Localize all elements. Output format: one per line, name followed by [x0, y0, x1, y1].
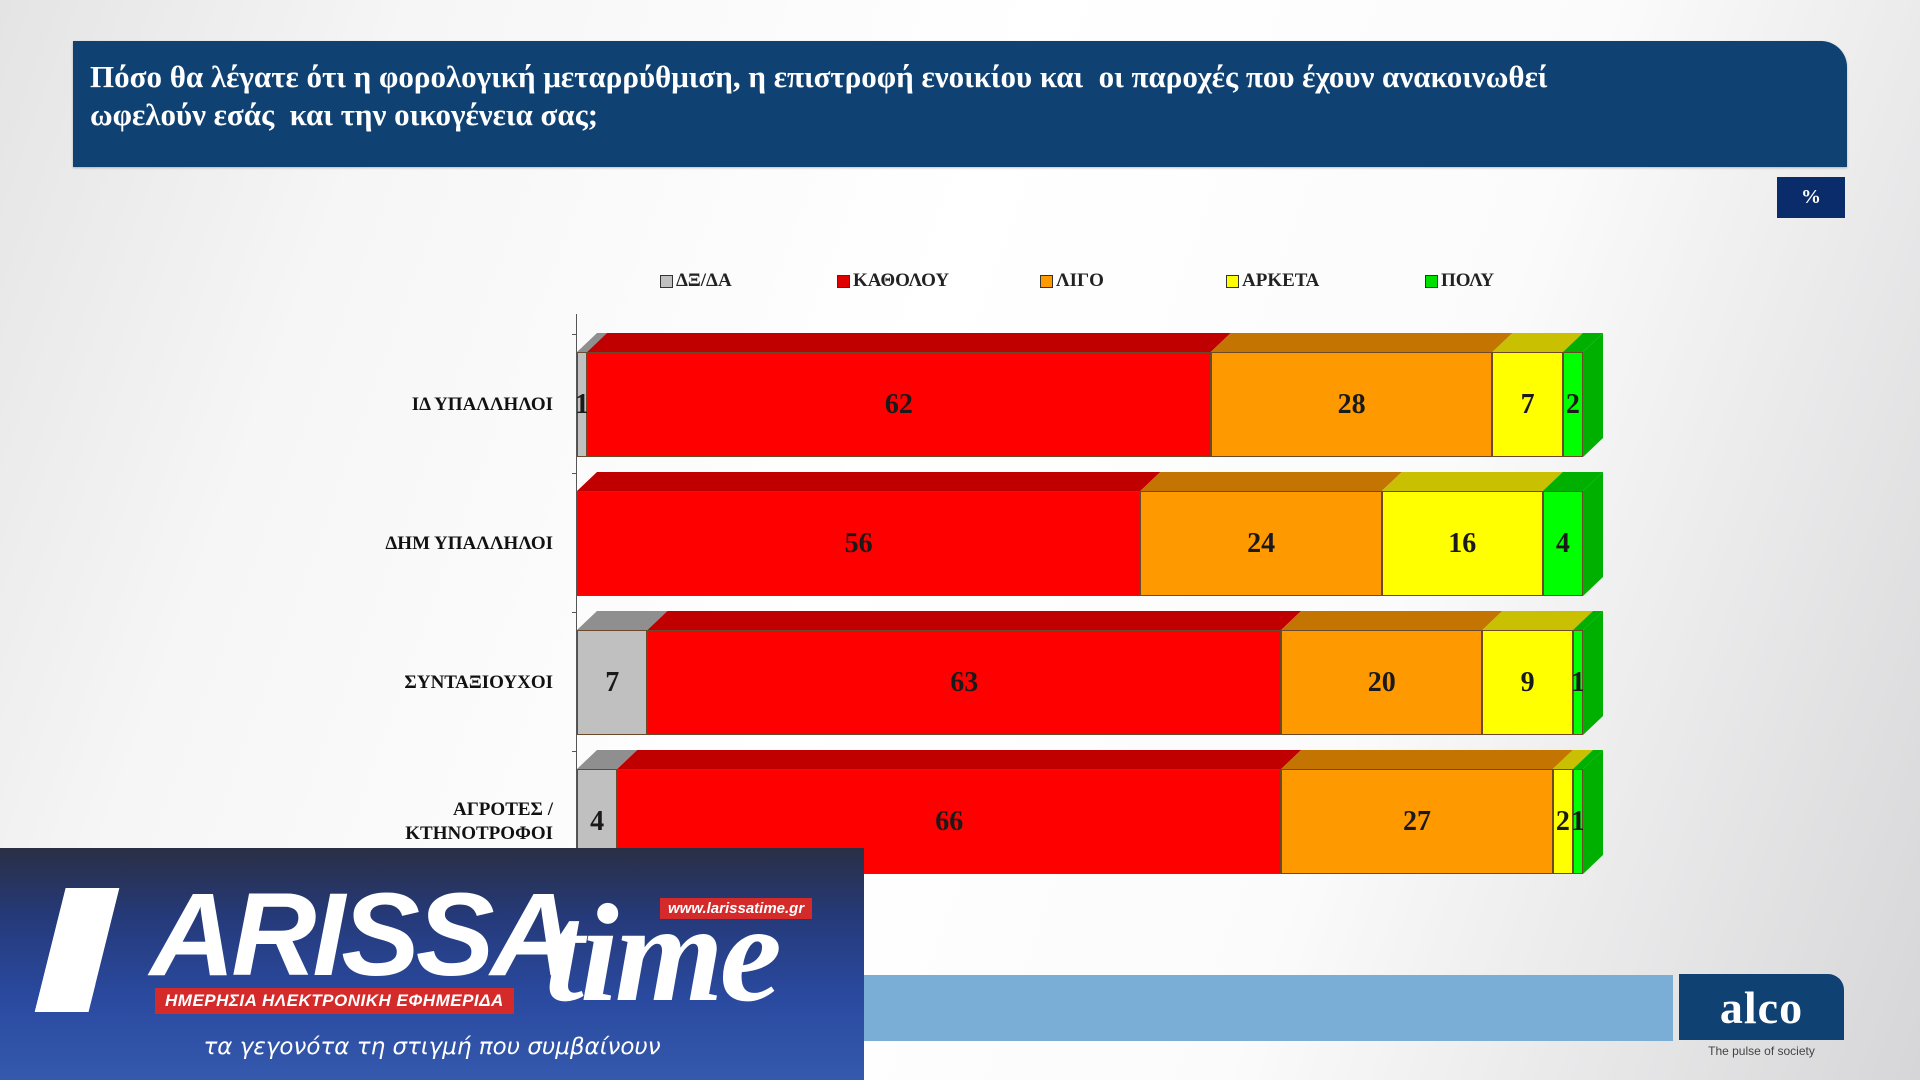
bar-segment-side — [1583, 750, 1603, 874]
bar-segment-side — [1583, 611, 1603, 735]
category-label: ΑΓΡΟΤΕΣ / ΚΤΗΝΟΤΡΟΦΟΙ — [405, 798, 553, 844]
bar-segment-top — [1281, 750, 1573, 769]
data-label: 24 — [1247, 527, 1276, 559]
data-label: 1 — [1570, 666, 1585, 698]
bar-segment: 16 — [1381, 491, 1543, 596]
bar-segment-top — [1210, 333, 1513, 352]
data-label: 20 — [1367, 666, 1396, 698]
category-label: ΔΗΜ ΥΠΑΛΛΗΛΟΙ — [385, 532, 553, 554]
legend-item: ΠΟΛΥ — [1425, 266, 1494, 296]
bar-segment: 4 — [1542, 491, 1583, 596]
category-label: ΙΔ ΥΠΑΛΛΗΛΟΙ — [411, 393, 553, 415]
y-axis-line — [576, 314, 577, 882]
legend-swatch-icon — [1425, 274, 1438, 288]
bar-segment-top — [647, 611, 1302, 630]
bar-segment: 7 — [577, 630, 648, 735]
data-label: 56 — [844, 527, 873, 559]
data-label: 16 — [1448, 527, 1477, 559]
bar-segment: 9 — [1482, 630, 1573, 735]
bar-segment-top — [1140, 472, 1402, 491]
legend-item: ΚΑΘΟΛΟΥ — [837, 266, 949, 296]
bar-segment: 20 — [1281, 630, 1483, 735]
legend-item: ΑΡΚΕΤΑ — [1226, 266, 1319, 296]
legend-item: ΔΞ/ΔΑ — [660, 266, 732, 296]
alco-logo: alco — [1679, 974, 1844, 1040]
bar-segment: 24 — [1140, 491, 1382, 596]
legend-swatch-icon — [660, 274, 673, 288]
bar-segment: 62 — [587, 352, 1211, 457]
data-label: 7 — [605, 666, 620, 698]
data-label: 4 — [590, 805, 605, 837]
legend-label: ΔΞ/ΔΑ — [676, 270, 732, 291]
bar-segment-top — [1542, 472, 1603, 491]
data-label: 28 — [1337, 388, 1366, 420]
larissatime-logo-overlay: ARISSA time www.larissatime.gr ΗΜΕΡΗΣΙΑ … — [0, 848, 864, 1080]
axis-tick — [572, 612, 577, 613]
logo-url: www.larissatime.gr — [660, 898, 813, 919]
bar-segment-side — [1583, 333, 1603, 457]
bar-segment: 63 — [647, 630, 1282, 735]
axis-tick — [572, 334, 577, 335]
data-label: 2 — [1555, 805, 1570, 837]
bar-segment-side — [1583, 472, 1603, 596]
bar-segment: 2 — [1562, 352, 1583, 457]
bar-segment-top — [577, 750, 638, 769]
bar-segment: 1 — [1570, 769, 1585, 874]
data-label: 62 — [884, 388, 913, 420]
alco-tagline: The pulse of society — [1708, 1044, 1815, 1058]
bar-segment: 56 — [577, 491, 1141, 596]
axis-tick — [572, 473, 577, 474]
legend-swatch-icon — [837, 274, 850, 288]
legend-label: ΚΑΘΟΛΟΥ — [853, 270, 950, 291]
data-label: 63 — [950, 666, 979, 698]
data-label: 4 — [1555, 527, 1570, 559]
bar-segment-top — [617, 750, 1302, 769]
bar-segment: 1 — [1570, 630, 1585, 735]
data-label: 9 — [1520, 666, 1535, 698]
question-header: Πόσο θα λέγατε ότι η φορολογική μεταρρύθ… — [73, 41, 1847, 167]
bar-segment-top — [1281, 611, 1503, 630]
data-label: 7 — [1520, 388, 1535, 420]
bar-segment-top — [1482, 611, 1593, 630]
data-label: 2 — [1565, 388, 1580, 420]
legend-label: ΛΙΓΟ — [1056, 270, 1104, 291]
bar-segment-top — [577, 472, 1161, 491]
bar-segment: 2 — [1552, 769, 1573, 874]
bar-segment-top — [587, 333, 1231, 352]
logo-l-mark-icon — [35, 888, 120, 1012]
percent-unit-badge: % — [1777, 177, 1845, 218]
bar-segment-top — [1381, 472, 1563, 491]
legend-swatch-icon — [1040, 274, 1053, 288]
bar-segment: 28 — [1210, 352, 1493, 457]
legend-label: ΑΡΚΕΤΑ — [1242, 270, 1320, 291]
legend-label: ΠΟΛΥ — [1441, 270, 1495, 291]
data-label: 27 — [1402, 805, 1431, 837]
data-label: 66 — [935, 805, 964, 837]
axis-tick — [572, 751, 577, 752]
bar-segment-top — [1492, 333, 1583, 352]
data-label: 1 — [1570, 805, 1585, 837]
category-label: ΣΥΝΤΑΞΙΟΥΧΟΙ — [404, 671, 553, 693]
bar-segment-top — [577, 611, 668, 630]
bar-segment: 1 — [575, 352, 590, 457]
data-label: 1 — [575, 388, 590, 420]
bar-segment: 7 — [1492, 352, 1563, 457]
logo-subtitle: ΗΜΕΡΗΣΙΑ ΗΛΕΚΤΡΟΝΙΚΗ ΕΦΗΜΕΡΙΔΑ — [155, 988, 514, 1014]
chart-legend: ΔΞ/ΔΑ ΚΑΘΟΛΟΥ ΛΙΓΟ ΑΡΚΕΤΑ ΠΟΛΥ — [660, 266, 1540, 296]
legend-swatch-icon — [1226, 274, 1239, 288]
bar-segment: 27 — [1281, 769, 1553, 874]
logo-wordmark: ARISSA — [150, 869, 576, 1001]
question-title: Πόσο θα λέγατε ότι η φορολογική μεταρρύθ… — [90, 59, 1548, 132]
logo-tagline: τα γεγονότα τη στιγμή που συμβαίνουν — [203, 1034, 661, 1060]
legend-item: ΛΙΓΟ — [1040, 266, 1104, 296]
